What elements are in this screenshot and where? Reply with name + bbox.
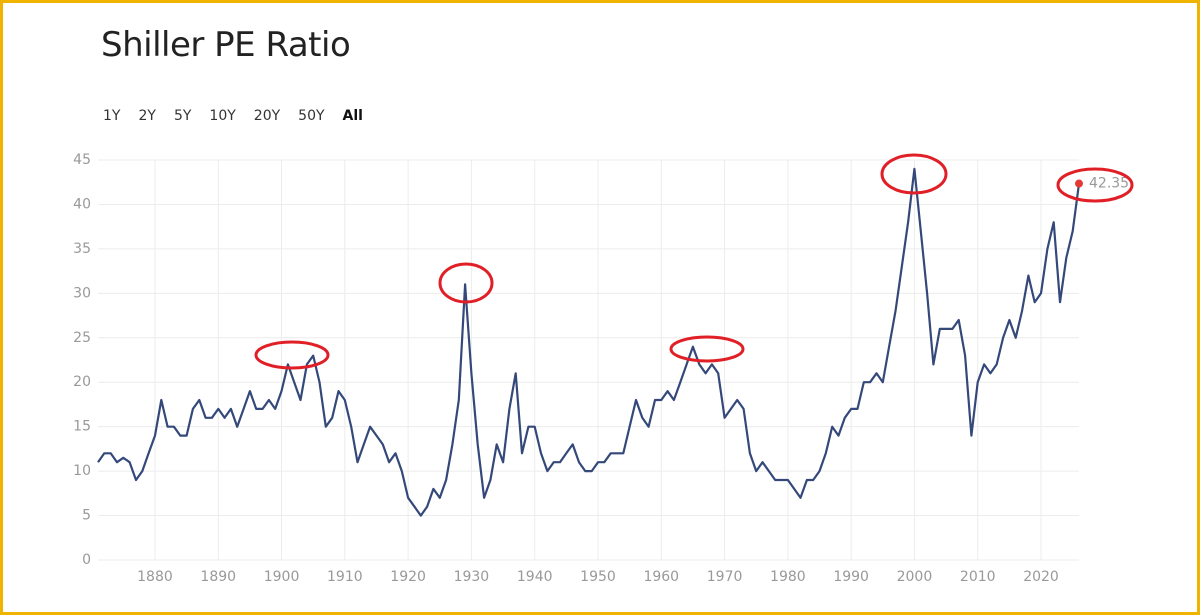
y-tick-label: 35	[73, 241, 91, 257]
x-tick-label: 1920	[390, 569, 426, 585]
x-tick-label: 1910	[327, 569, 363, 585]
y-tick-label: 10	[73, 463, 91, 479]
x-tick-label: 1940	[517, 569, 553, 585]
x-tick-label: 1990	[833, 569, 869, 585]
y-tick-label: 20	[73, 374, 91, 390]
grid: 0 5 10 15 20 25 30 35 40 45 1880 1890 1900 1910 1920 19…	[73, 152, 1079, 585]
y-tick-label: 0	[82, 552, 91, 568]
range-button[interactable]: All	[342, 108, 363, 124]
range-button[interactable]: 5Y	[173, 108, 192, 124]
x-tick-label: 1880	[137, 569, 173, 585]
y-tick-label: 40	[73, 196, 91, 212]
x-tick-label: 2020	[1023, 569, 1059, 585]
y-tick-label: 5	[82, 508, 91, 524]
y-tick-label: 15	[73, 419, 91, 435]
highlight-circle	[1056, 167, 1134, 203]
range-button[interactable]: 50Y	[298, 108, 325, 124]
highlight-circle	[669, 335, 745, 363]
range-button[interactable]: 20Y	[253, 108, 281, 124]
range-button[interactable]: 2Y	[138, 108, 156, 124]
annotations	[254, 153, 1134, 370]
highlight-circle	[880, 153, 948, 195]
x-tick-label: 1980	[770, 569, 806, 585]
y-tick-label: 25	[73, 330, 91, 346]
x-tick-label: 2000	[897, 569, 933, 585]
chart: 0 5 10 15 20 25 30 35 40 45 1880 1890 1900 1910 1920 19…	[73, 152, 1134, 585]
end-value-label: 42.35	[1089, 176, 1129, 192]
x-tick-label: 1950	[580, 569, 616, 585]
x-tick-label: 1930	[454, 569, 490, 585]
plot: 42.35	[97, 167, 1129, 517]
y-tick-label: 30	[73, 285, 91, 301]
highlight-circle	[438, 262, 494, 304]
x-tick-label: 2010	[960, 569, 996, 585]
y-tick-label: 45	[73, 152, 91, 168]
x-tick-label: 1900	[264, 569, 300, 585]
data-line	[97, 167, 1081, 517]
x-tick-label: 1890	[200, 569, 236, 585]
range-button[interactable]: 10Y	[209, 108, 236, 124]
range-button[interactable]: 1Y	[103, 108, 121, 124]
highlight-circle	[254, 340, 330, 370]
x-tick-label: 1960	[643, 569, 679, 585]
x-tick-label: 1970	[707, 569, 743, 585]
chart-title: Shiller PE Ratio	[101, 25, 351, 65]
end-point	[1075, 179, 1083, 188]
range-selector: 1Y 2Y 5Y 10Y 20Y 50Y All	[103, 108, 363, 124]
